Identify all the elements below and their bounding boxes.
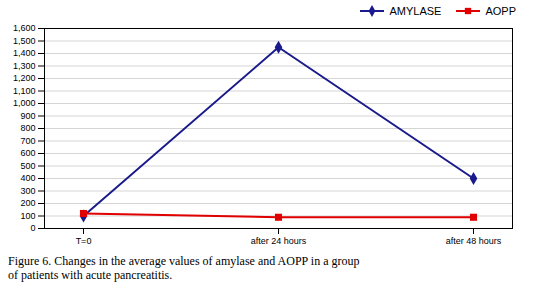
html-text:AOPP: AOPP — [485, 5, 516, 17]
svg-text:300: 300 — [20, 186, 35, 196]
svg-text:100: 100 — [20, 211, 35, 221]
html-text:Figure 6. Changes in the avera: Figure 6. Changes in the average values … — [8, 254, 360, 282]
svg-text:200: 200 — [20, 198, 35, 208]
svg-text:1,400: 1,400 — [13, 48, 36, 58]
svg-text:1,000: 1,000 — [13, 98, 36, 108]
svg-text:T=0: T=0 — [76, 236, 92, 246]
svg-text:700: 700 — [20, 136, 35, 146]
svg-text:after 24 hours: after 24 hours — [251, 236, 307, 246]
svg-text:600: 600 — [20, 148, 35, 158]
svg-text:800: 800 — [20, 123, 35, 133]
svg-text:1,100: 1,100 — [13, 86, 36, 96]
svg-text:1,500: 1,500 — [13, 36, 36, 46]
svg-text:1,600: 1,600 — [13, 23, 36, 33]
svg-text:after 48 hours: after 48 hours — [446, 236, 502, 246]
svg-text:1,200: 1,200 — [13, 73, 36, 83]
html-text:AMYLASE: AMYLASE — [389, 5, 442, 17]
svg-text:1,300: 1,300 — [13, 61, 36, 71]
svg-text:500: 500 — [20, 161, 35, 171]
svg-text:400: 400 — [20, 173, 35, 183]
svg-text:0: 0 — [30, 223, 35, 233]
svg-text:900: 900 — [20, 111, 35, 121]
